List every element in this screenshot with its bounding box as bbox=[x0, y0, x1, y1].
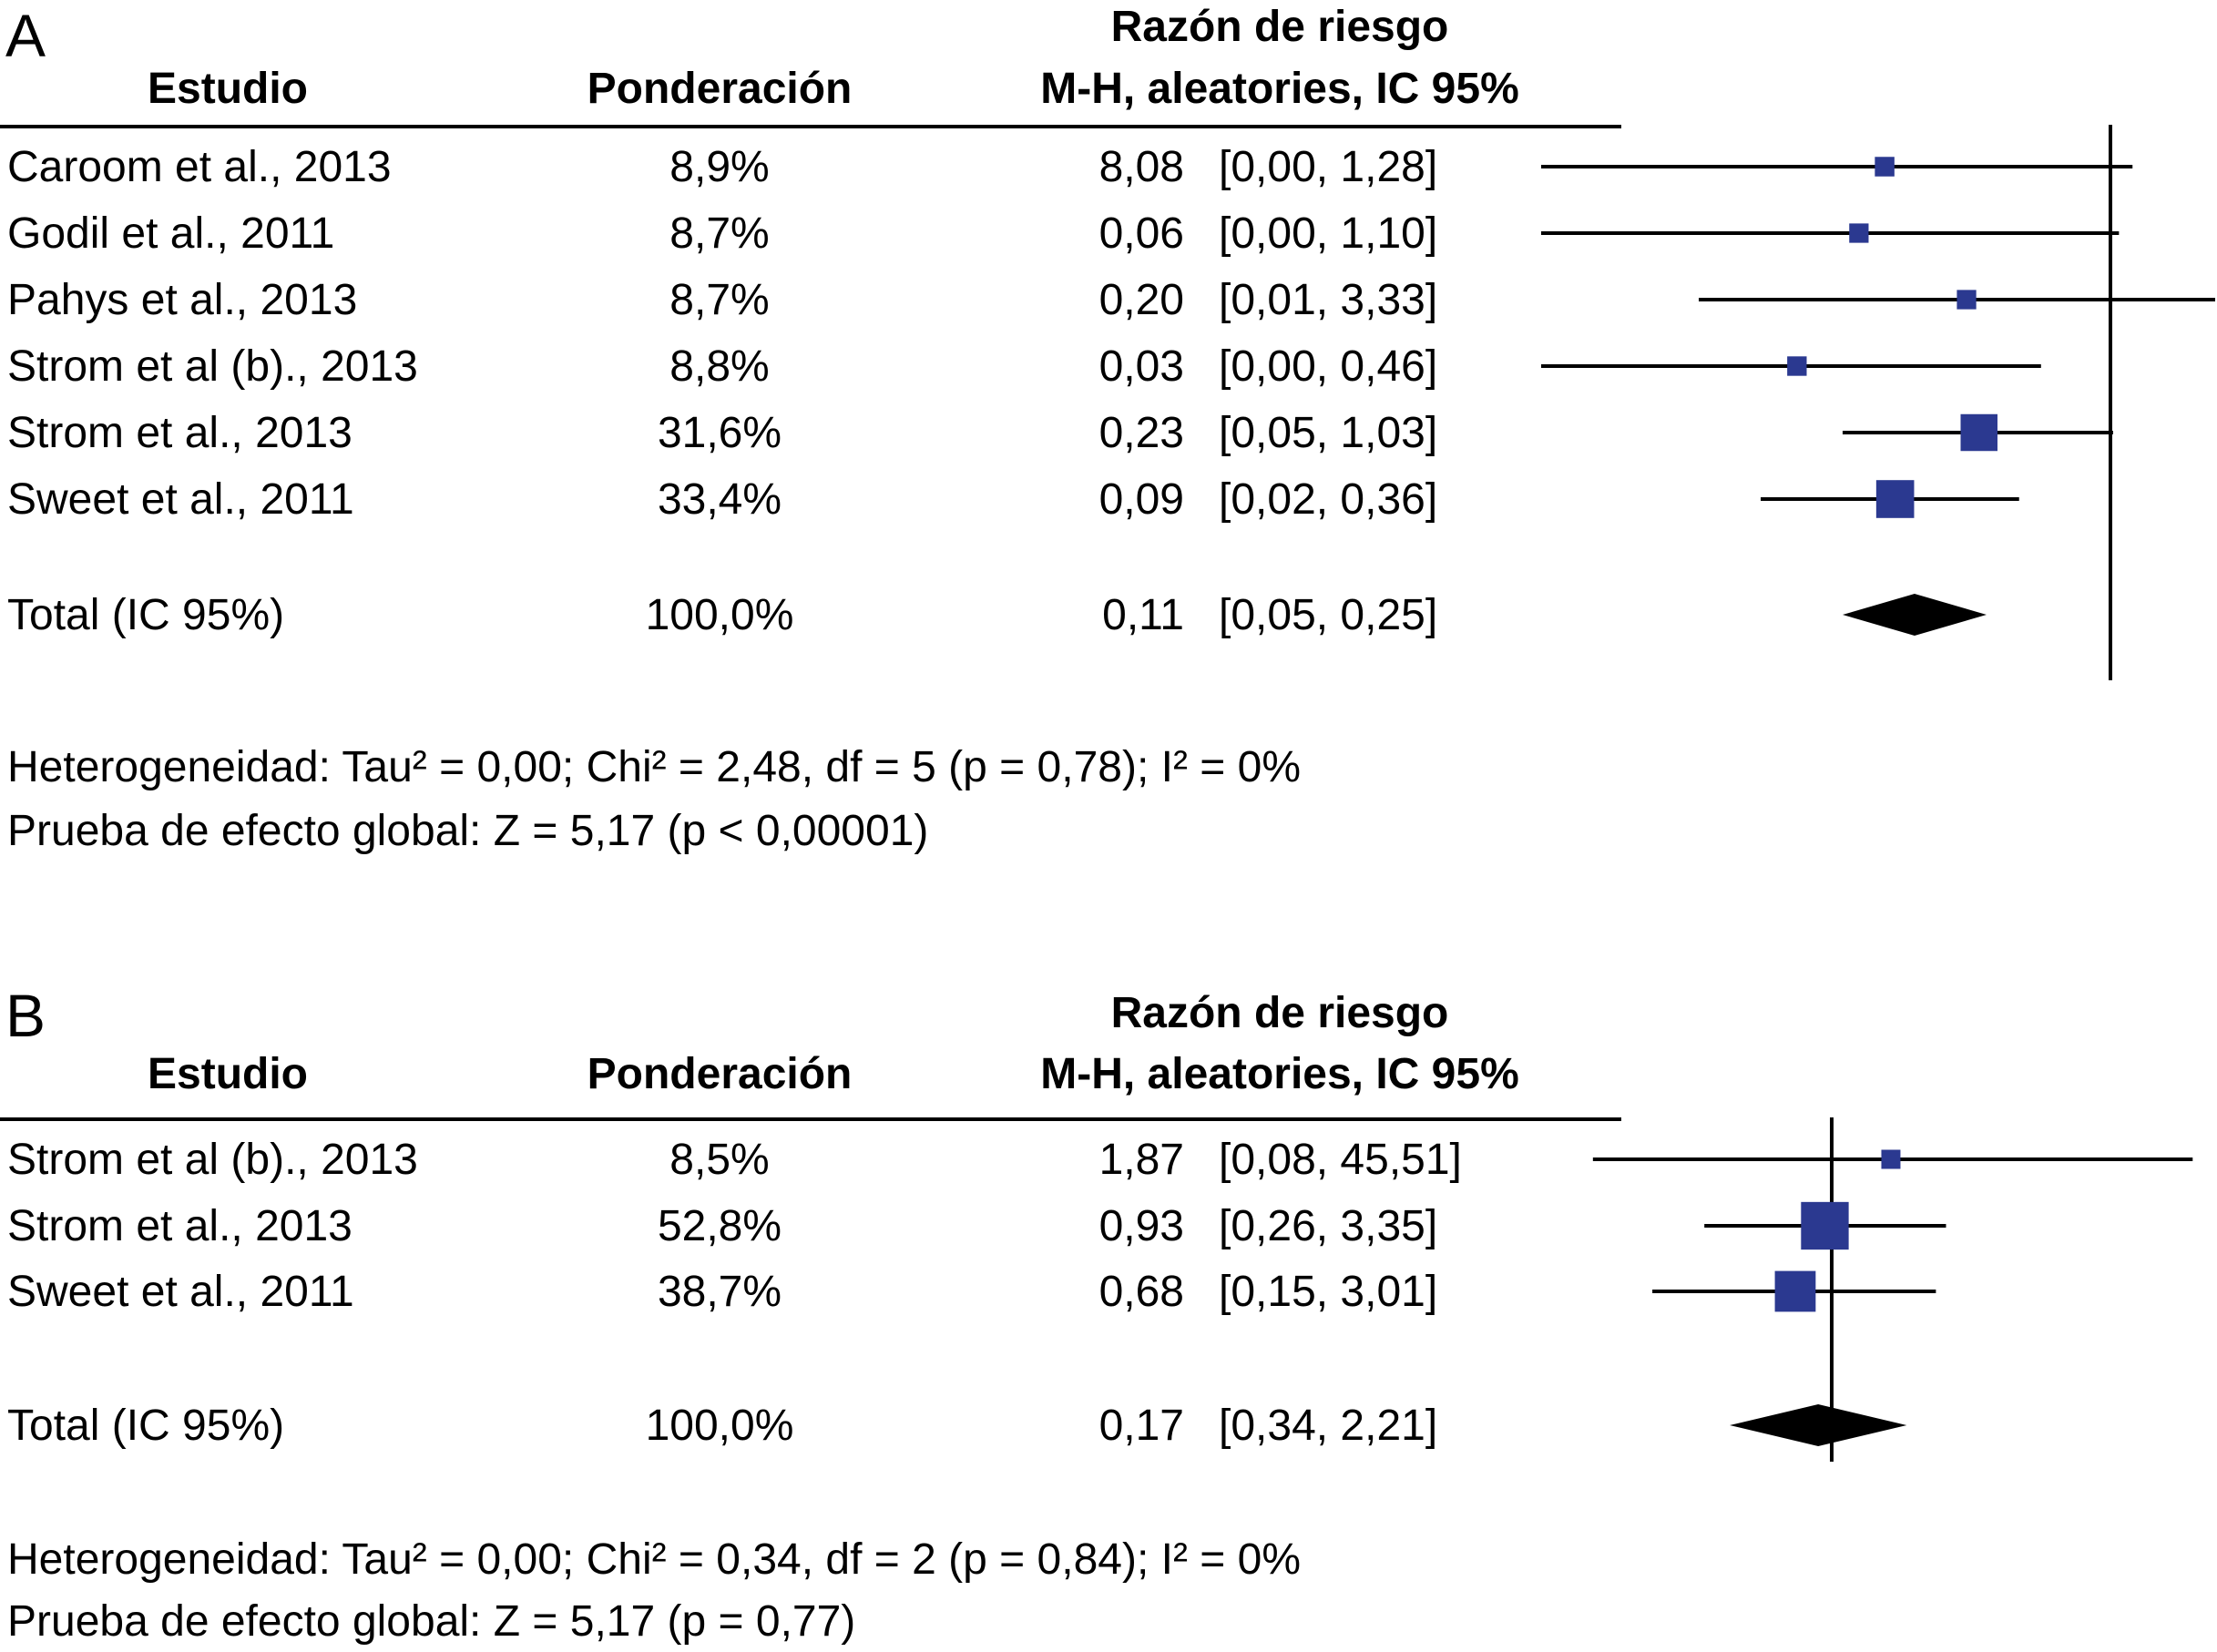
effect-estimate: 0,93 bbox=[1098, 1202, 1184, 1250]
confidence-interval: [0,26, 3,35] bbox=[1219, 1202, 1438, 1250]
study-weight: 31,6% bbox=[657, 409, 782, 457]
overall-effect-note-b: Prueba de efecto global: Z = 5,17 (p = 0… bbox=[7, 1597, 856, 1646]
total-estimate: 0,11 bbox=[1102, 591, 1184, 639]
study-weight: 33,4% bbox=[657, 475, 782, 524]
effect-estimate: 8,08 bbox=[1098, 143, 1184, 191]
effect-marker bbox=[1960, 413, 1997, 452]
effect-column-header: M-H, aleatories, IC 95% bbox=[1040, 65, 1519, 113]
study-row: Caroom et al., 2013 8,9% 8,08 [0,00, 1,2… bbox=[0, 134, 1630, 200]
effect-estimate: 1,87 bbox=[1098, 1136, 1184, 1184]
study-row: Pahys et al., 2013 8,7% 0,20 [0,01, 3,33… bbox=[0, 267, 1630, 333]
weight-column-header: Ponderación bbox=[587, 65, 853, 113]
study-name: Godil et al., 2011 bbox=[7, 209, 335, 258]
heterogeneity-note-b: Heterogeneidad: Tau² = 0,00; Chi² = 0,34… bbox=[7, 1535, 1302, 1584]
study-row: Strom et al (b)., 2013 8,5% 1,87 [0,08, … bbox=[0, 1127, 1630, 1193]
effect-marker bbox=[1875, 157, 1895, 177]
study-row: Strom et al., 2013 31,6% 0,23 [0,05, 1,0… bbox=[0, 400, 1630, 466]
header-divider-a bbox=[0, 125, 1621, 128]
total-row: Total (IC 95%) 100,0% 0,11 [0,05, 0,25] bbox=[0, 582, 1630, 648]
study-name: Sweet et al., 2011 bbox=[7, 475, 354, 524]
effect-marker bbox=[1875, 480, 1915, 518]
study-row: Godil et al., 2011 8,7% 0,06 [0,00, 1,10… bbox=[0, 200, 1630, 267]
confidence-interval: [0,08, 45,51] bbox=[1219, 1136, 1462, 1184]
study-row: Sweet et al., 2011 33,4% 0,09 [0,02, 0,3… bbox=[0, 466, 1630, 533]
total-confidence-interval: [0,05, 0,25] bbox=[1219, 591, 1438, 639]
study-row: Strom et al., 2013 52,8% 0,93 [0,26, 3,3… bbox=[0, 1193, 1630, 1259]
effect-column-title-a: Razón de riesgo bbox=[1110, 3, 1449, 51]
panel-a-label: A bbox=[5, 2, 46, 69]
total-estimate: 0,17 bbox=[1098, 1402, 1184, 1450]
total-label: Total (IC 95%) bbox=[7, 591, 285, 639]
column-header-row-b: Estudio Ponderación M-H, aleatories, IC … bbox=[0, 1042, 1630, 1107]
study-column-header: Estudio bbox=[148, 1050, 308, 1098]
confidence-interval: [0,02, 0,36] bbox=[1219, 475, 1438, 524]
effect-marker bbox=[1849, 223, 1869, 243]
weight-column-header: Ponderación bbox=[587, 1050, 853, 1098]
summary-diamond bbox=[1730, 1404, 1907, 1446]
confidence-interval: [0,15, 3,01] bbox=[1219, 1268, 1438, 1316]
study-column-header: Estudio bbox=[148, 65, 308, 113]
overall-effect-note-a: Prueba de efecto global: Z = 5,17 (p < 0… bbox=[7, 807, 929, 855]
effect-marker bbox=[1801, 1201, 1849, 1250]
heterogeneity-note-a: Heterogeneidad: Tau² = 0,00; Chi² = 2,48… bbox=[7, 743, 1302, 791]
study-weight: 8,7% bbox=[669, 276, 770, 324]
effect-estimate: 0,23 bbox=[1098, 409, 1184, 457]
study-weight: 52,8% bbox=[657, 1202, 782, 1250]
column-header-row-a: Estudio Ponderación M-H, aleatories, IC … bbox=[0, 56, 1630, 122]
confidence-interval: [0,00, 1,28] bbox=[1219, 143, 1438, 191]
effect-marker bbox=[1881, 1149, 1901, 1169]
study-weight: 8,5% bbox=[669, 1136, 770, 1184]
study-name: Caroom et al., 2013 bbox=[7, 143, 392, 191]
confidence-interval: [0,05, 1,03] bbox=[1219, 409, 1438, 457]
effect-marker bbox=[1774, 1270, 1816, 1312]
effect-column-title-b: Razón de riesgo bbox=[1110, 989, 1449, 1037]
study-name: Strom et al (b)., 2013 bbox=[7, 342, 418, 391]
total-row: Total (IC 95%) 100,0% 0,17 [0,34, 2,21] bbox=[0, 1392, 1630, 1459]
study-name: Strom et al., 2013 bbox=[7, 1202, 352, 1250]
effect-estimate: 0,20 bbox=[1098, 276, 1184, 324]
effect-estimate: 0,03 bbox=[1098, 342, 1184, 391]
study-name: Strom et al (b)., 2013 bbox=[7, 1136, 418, 1184]
confidence-interval: [0,00, 1,10] bbox=[1219, 209, 1438, 258]
effect-marker bbox=[1787, 356, 1807, 376]
effect-estimate: 0,09 bbox=[1098, 475, 1184, 524]
summary-diamond bbox=[1842, 594, 1987, 636]
effect-column-header: M-H, aleatories, IC 95% bbox=[1040, 1050, 1519, 1098]
effect-estimate: 0,68 bbox=[1098, 1268, 1184, 1316]
effect-marker bbox=[1956, 290, 1977, 310]
confidence-interval: [0,00, 0,46] bbox=[1219, 342, 1438, 391]
panel-b-label: B bbox=[5, 982, 46, 1049]
total-weight: 100,0% bbox=[645, 591, 794, 639]
forest-plot-a bbox=[1541, 125, 2215, 680]
study-weight: 38,7% bbox=[657, 1268, 782, 1316]
effect-estimate: 0,06 bbox=[1098, 209, 1184, 258]
study-name: Strom et al., 2013 bbox=[7, 409, 352, 457]
confidence-interval: [0,01, 3,33] bbox=[1219, 276, 1438, 324]
total-label: Total (IC 95%) bbox=[7, 1402, 285, 1450]
study-name: Pahys et al., 2013 bbox=[7, 276, 358, 324]
study-weight: 8,7% bbox=[669, 209, 770, 258]
study-row: Sweet et al., 2011 38,7% 0,68 [0,15, 3,0… bbox=[0, 1259, 1630, 1325]
header-divider-b bbox=[0, 1117, 1621, 1121]
study-weight: 8,9% bbox=[669, 143, 770, 191]
study-weight: 8,8% bbox=[669, 342, 770, 391]
study-name: Sweet et al., 2011 bbox=[7, 1268, 354, 1316]
total-confidence-interval: [0,34, 2,21] bbox=[1219, 1402, 1438, 1450]
total-weight: 100,0% bbox=[645, 1402, 794, 1450]
study-row: Strom et al (b)., 2013 8,8% 0,03 [0,00, … bbox=[0, 333, 1630, 400]
forest-plot-b bbox=[1592, 1117, 2193, 1462]
